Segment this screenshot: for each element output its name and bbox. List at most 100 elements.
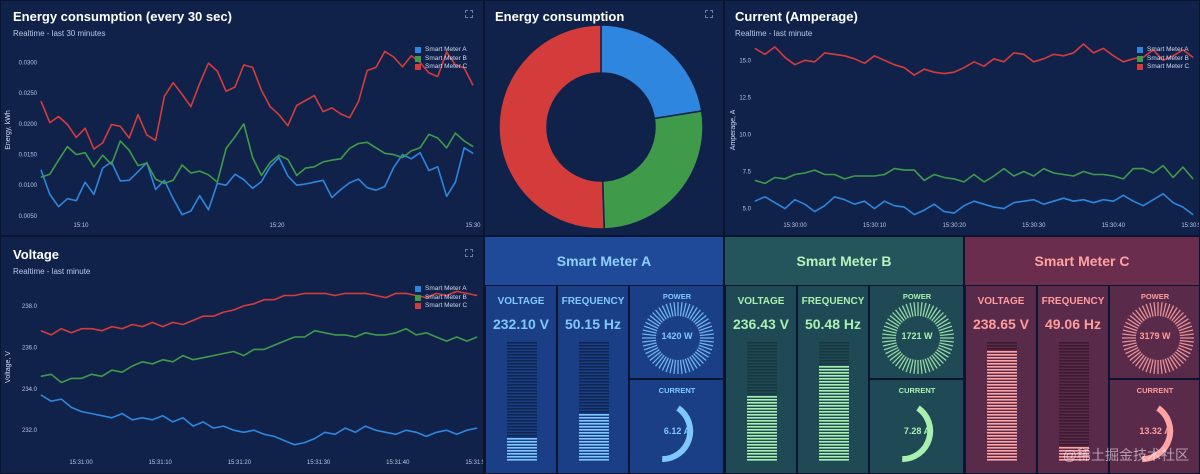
gauge-segment [1059, 426, 1089, 428]
ring-tick [669, 302, 674, 317]
ring-tick [1132, 353, 1143, 364]
ring-tick [913, 359, 917, 374]
series-line-smart-meter-a[interactable] [754, 193, 1194, 216]
legend-item[interactable]: Smart Meter A [415, 285, 467, 294]
gauge-segment [987, 372, 1017, 374]
series-line-smart-meter-b[interactable] [40, 327, 478, 384]
data-point [943, 73, 945, 75]
ring-tick [673, 359, 677, 374]
legend-item[interactable]: Smart Meter A [1137, 46, 1189, 55]
gauge-segment [507, 417, 537, 419]
gauge-segment [987, 459, 1017, 461]
gauge-segment [747, 393, 777, 395]
data-point [223, 353, 224, 354]
data-point [943, 211, 945, 212]
expand-icon[interactable] [465, 249, 473, 257]
data-point [903, 169, 905, 171]
gauge-segment [507, 447, 537, 449]
gauge-segment [747, 354, 777, 356]
ring-tick [649, 351, 662, 361]
series-line-smart-meter-c[interactable] [754, 43, 1194, 76]
current-value: 6.12 A [663, 426, 691, 436]
ring-tick [919, 359, 923, 374]
gauge-segment [747, 456, 777, 458]
data-point [1162, 59, 1164, 61]
y-tick-label: 232.0 [22, 428, 38, 434]
data-point [252, 66, 253, 68]
gauge-segment [747, 357, 777, 359]
data-point [243, 179, 245, 181]
legend-item[interactable]: Smart Meter C [1137, 63, 1189, 72]
gauge-segment [507, 351, 537, 353]
gauge-segment [747, 402, 777, 404]
frequency-value: 49.06 Hz [1044, 316, 1102, 332]
gauge-segment [747, 408, 777, 410]
gauge-segment [819, 363, 849, 365]
legend-item[interactable]: Smart Meter B [1137, 55, 1189, 64]
ring-tick [933, 353, 944, 364]
data-point [202, 421, 204, 423]
gauge-segment [507, 393, 537, 395]
data-point [754, 180, 756, 181]
data-point [101, 375, 103, 377]
current-chart-panel: Current (Amperage) Realtime - last minut… [724, 0, 1200, 236]
data-point [874, 55, 875, 57]
donut-slice-smart-meter-b[interactable] [601, 110, 704, 230]
ring-tick [679, 302, 683, 317]
data-point [993, 58, 995, 60]
data-point [253, 429, 255, 431]
gauge-segment [579, 417, 609, 419]
series-line-smart-meter-c[interactable] [40, 50, 474, 150]
ring-tick [689, 307, 698, 320]
data-point [466, 429, 468, 431]
data-point [834, 174, 836, 175]
gauge-segment [987, 405, 1017, 407]
ring-tick [895, 354, 905, 367]
gauge-segment [507, 375, 537, 377]
data-point [91, 413, 93, 415]
donut-slice-smart-meter-c[interactable] [498, 24, 605, 230]
legend-item[interactable]: Smart Meter B [415, 55, 467, 64]
data-point [454, 132, 456, 134]
ring-tick [1122, 333, 1137, 337]
gauge-segment [1059, 396, 1089, 398]
expand-icon[interactable] [705, 10, 713, 18]
ring-tick [1174, 351, 1187, 361]
gauge-segment [819, 441, 849, 443]
series-line-smart-meter-a[interactable] [40, 394, 478, 446]
legend-swatch [1137, 55, 1143, 62]
data-point [834, 53, 836, 55]
legend-item[interactable]: Smart Meter C [415, 63, 467, 72]
legend-item[interactable]: Smart Meter C [415, 302, 467, 311]
data-point [278, 154, 280, 156]
data-point [81, 328, 82, 330]
legend-swatch [415, 55, 421, 62]
gauge-segment [987, 447, 1017, 449]
data-point [446, 340, 447, 342]
gauge-segment [987, 384, 1017, 386]
data-point [476, 427, 478, 429]
ring-tick [885, 346, 899, 355]
data-point [181, 94, 183, 95]
data-point [334, 295, 336, 296]
gauge-segment [507, 360, 537, 362]
data-point [1103, 48, 1104, 49]
expand-icon[interactable] [465, 10, 473, 18]
series-line-smart-meter-c[interactable] [40, 290, 478, 336]
legend-item[interactable]: Smart Meter B [415, 294, 467, 303]
series-line-smart-meter-b[interactable] [40, 123, 474, 185]
donut-slice-smart-meter-a[interactable] [600, 24, 703, 120]
data-point [1073, 200, 1074, 202]
gauge-segment [987, 453, 1017, 455]
legend-item[interactable]: Smart Meter A [415, 46, 467, 55]
data-point [263, 348, 265, 350]
data-point [155, 140, 157, 141]
data-point [119, 140, 121, 142]
data-point [1192, 178, 1194, 180]
ring-tick [682, 302, 687, 317]
data-point [208, 62, 209, 64]
legend-swatch [415, 294, 421, 301]
ring-tick [642, 329, 657, 334]
data-point [1103, 174, 1104, 175]
gauge-segment [579, 429, 609, 431]
